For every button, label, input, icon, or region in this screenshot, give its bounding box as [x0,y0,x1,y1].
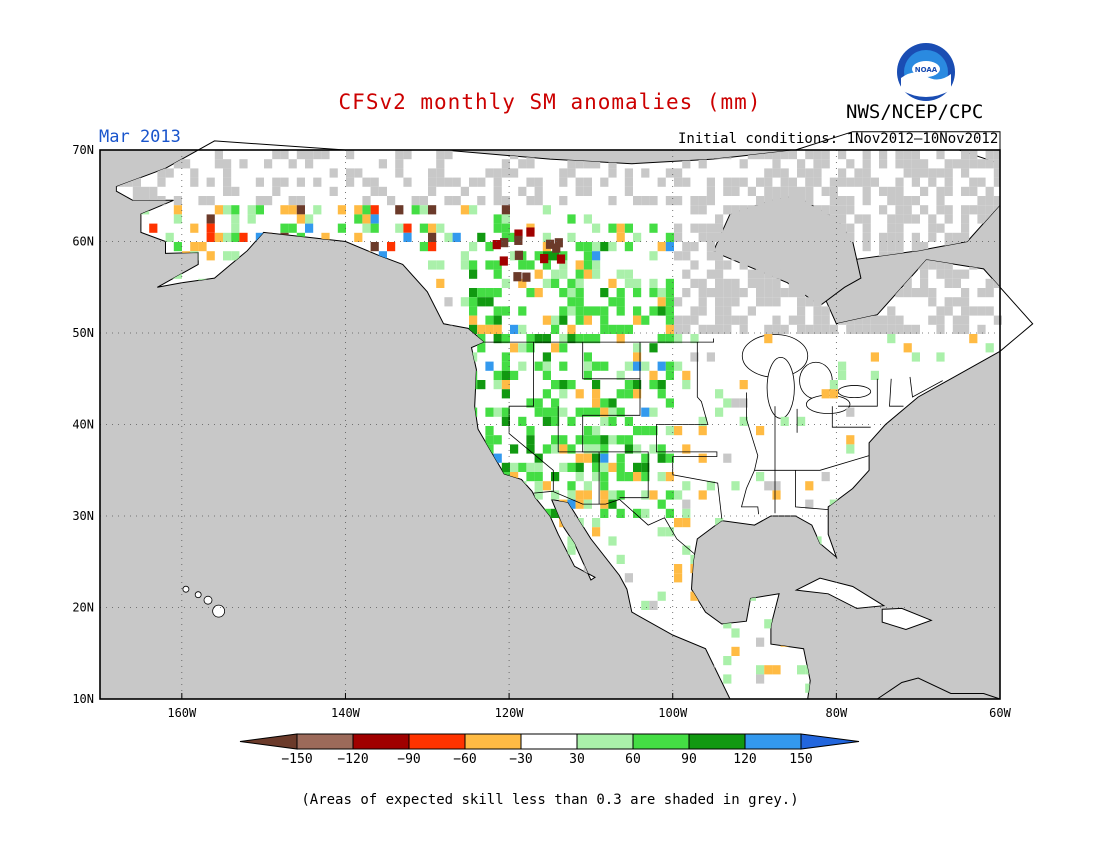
legend-tick-label: −120 [337,752,369,767]
legend-tick-label: −30 [509,752,533,767]
lat-label: 30N [72,509,94,523]
lon-label: 120W [495,706,525,720]
lat-label: 40N [72,418,94,432]
legend-arrow-left [239,733,298,750]
cuba-outline [794,577,886,609]
legend-swatch [744,733,802,750]
legend-tick-labels: −150 −120 −90 −60 −30 30 60 90 120 150 [0,752,1100,770]
legend-tick-label: 90 [681,752,697,767]
legend-swatch [576,733,634,750]
map-frame [99,149,1001,700]
lon-label: 80W [826,706,848,720]
legend-tick-label: 30 [569,752,585,767]
legend-swatch [632,733,690,750]
lat-label: 10N [72,692,94,706]
noaa-logo-icon: NOAA [897,43,955,101]
lat-label: 70N [72,143,94,157]
legend-tick-label: 150 [789,752,813,767]
legend-tick-label: 120 [733,752,757,767]
legend-swatch [464,733,522,750]
initial-conditions: Initial conditions: 1Nov2012—10Nov2012 [678,131,999,147]
legend-tick-label: −60 [453,752,477,767]
legend-swatch [352,733,410,750]
lat-label: 50N [72,326,94,340]
lon-label: 100W [658,706,688,720]
lat-label: 20N [72,601,94,615]
legend-swatch [520,733,578,750]
lon-label: 60W [989,706,1011,720]
legend-swatch [688,733,746,750]
organization-label: NWS/NCEP/CPC [846,101,984,123]
legend-tick-label: −150 [281,752,313,767]
legend-swatch [296,733,354,750]
legend-tick-label: −90 [397,752,421,767]
legend-arrow-right [800,733,860,750]
svg-text:NOAA: NOAA [915,66,938,74]
footnote: (Areas of expected skill less than 0.3 a… [301,792,799,808]
lon-label: 140W [331,706,361,720]
lat-label: 60N [72,235,94,249]
forecast-month: Mar 2013 [99,127,181,147]
chart-title: CFSv2 monthly SM anomalies (mm) [338,90,762,114]
legend-swatch [408,733,466,750]
legend-tick-label: 60 [625,752,641,767]
lon-label: 160W [167,706,197,720]
